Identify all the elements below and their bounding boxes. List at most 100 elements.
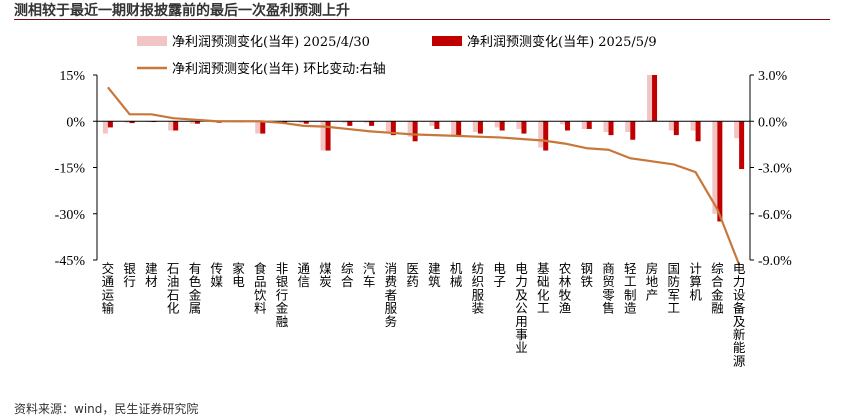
left-tick-label: 0% (66, 115, 85, 130)
category-label: 房地产 (646, 261, 659, 302)
bar-series-2 (434, 121, 440, 129)
category-label: 综合金融 (711, 261, 724, 316)
bar-series-2 (347, 121, 353, 126)
bar-series-1 (189, 121, 195, 124)
left-tick-label: 15% (59, 69, 85, 84)
category-label: 建材 (145, 261, 158, 289)
bar-series-2 (739, 121, 745, 170)
bar-series-2 (673, 121, 679, 136)
bar-series-1 (581, 121, 587, 129)
right-tick-label: -6.0% (758, 208, 792, 223)
category-label: 基础化工 (537, 261, 550, 316)
bar-series-2 (325, 121, 331, 151)
left-tick-label: -15% (55, 162, 86, 177)
bar-series-1 (538, 121, 544, 148)
bar-series-1 (472, 121, 478, 133)
legend-swatch-series-1 (137, 36, 167, 46)
bar-series-1 (647, 75, 653, 122)
category-label: 有色金属 (189, 261, 202, 316)
right-tick-label: 3.0% (758, 69, 788, 84)
category-label: 电力设备及新能源 (733, 261, 746, 368)
bar-series-2 (586, 121, 592, 129)
bar-series-1 (102, 121, 108, 134)
bar-series-2 (369, 121, 375, 126)
bar-series-1 (429, 121, 435, 126)
category-label: 电子 (493, 261, 506, 289)
category-label: 机械 (450, 261, 463, 289)
bar-series-2 (499, 121, 505, 131)
bar-series-1 (168, 121, 174, 131)
bar-series-2 (303, 121, 309, 124)
bar-series-2 (412, 121, 418, 142)
bar-series-2 (260, 121, 266, 134)
legend-label-series-1: 净利润预测变化(当年) 2025/4/30 (172, 34, 370, 50)
bar-series-2 (695, 121, 701, 142)
right-tick-label: 0.0% (758, 115, 788, 130)
bar-series-1 (603, 121, 609, 133)
category-label: 非银行金融 (276, 261, 289, 329)
category-label: 建筑 (428, 261, 441, 289)
plot-area: 15% 0% -15% -30% -45% 3.0% 0.0% -3.0% -6.0% -9.0%… (55, 69, 792, 368)
bar-series-2 (129, 121, 135, 124)
category-label: 石油石化 (167, 261, 180, 316)
category-label: 汽车 (363, 261, 376, 289)
bar-series-1 (385, 121, 391, 133)
page-title: 测相较于最近一期财报披露前的最后一次盈利预测上升 (14, 3, 350, 19)
bar-series-2 (456, 121, 462, 136)
bar-series-2 (564, 121, 570, 131)
category-label: 计算机 (689, 261, 702, 302)
bar-series-1 (734, 121, 740, 139)
right-tick-label: -3.0% (758, 162, 792, 177)
bar-series-2 (521, 121, 527, 134)
category-label: 家电 (232, 261, 245, 289)
category-label: 传媒 (210, 261, 223, 289)
bar-series-1 (559, 121, 565, 125)
category-label: 农林牧渔 (559, 261, 572, 316)
bar-series-2 (543, 121, 549, 151)
bar-series-2 (173, 121, 179, 131)
bar-series-1 (494, 121, 500, 128)
bar-series-1 (124, 121, 130, 123)
category-label: 消费者服务 (385, 261, 398, 329)
category-label: 煤炭 (319, 261, 332, 289)
bar-series-2 (630, 121, 636, 140)
bar-series-1 (342, 121, 348, 123)
category-label: 交通运输 (102, 261, 115, 316)
category-label: 通信 (298, 261, 311, 289)
source-note: 资料来源：wind，民生证券研究院 (14, 402, 199, 416)
line-series-3 (107, 86, 741, 266)
category-label: 商贸零售 (602, 261, 615, 316)
bar-series-1 (712, 121, 718, 214)
title-rule (14, 19, 830, 20)
bar-series-1 (320, 121, 326, 151)
category-label: 医药 (406, 261, 419, 289)
legend-label-series-2: 净利润预测变化(当年) 2025/5/9 (467, 34, 657, 50)
category-label: 国防军工 (668, 261, 681, 316)
legend: 净利润预测变化(当年) 2025/4/30 净利润预测变化(当年) 2025/5… (137, 34, 657, 77)
bar-series-1 (690, 121, 696, 131)
category-label: 银行 (123, 261, 136, 289)
category-label: 食品饮料 (254, 261, 267, 316)
bar-series-2 (477, 121, 483, 134)
bar-series-1 (407, 121, 413, 137)
bar-series-2 (107, 121, 113, 128)
legend-swatch-series-2 (432, 36, 462, 46)
category-label: 综合 (341, 261, 354, 289)
bar-series-1 (451, 121, 457, 136)
left-tick-label: -45% (55, 254, 86, 269)
bar-series-2 (390, 121, 396, 136)
category-label: 电力及公用事业 (515, 261, 528, 355)
category-label: 钢铁 (580, 261, 593, 289)
right-tick-label: -9.0% (758, 254, 792, 269)
bar-series-2 (717, 121, 723, 222)
bar-series-1 (625, 121, 631, 133)
bar-series-1 (668, 121, 674, 131)
bar-series-1 (516, 121, 522, 129)
category-label: 轻工制造 (624, 261, 637, 316)
bar-series-1 (364, 121, 370, 123)
bar-series-2 (608, 121, 614, 136)
bar-series-1 (298, 121, 304, 124)
bar-series-2 (652, 75, 658, 122)
category-label: 纺织服装 (472, 261, 485, 316)
